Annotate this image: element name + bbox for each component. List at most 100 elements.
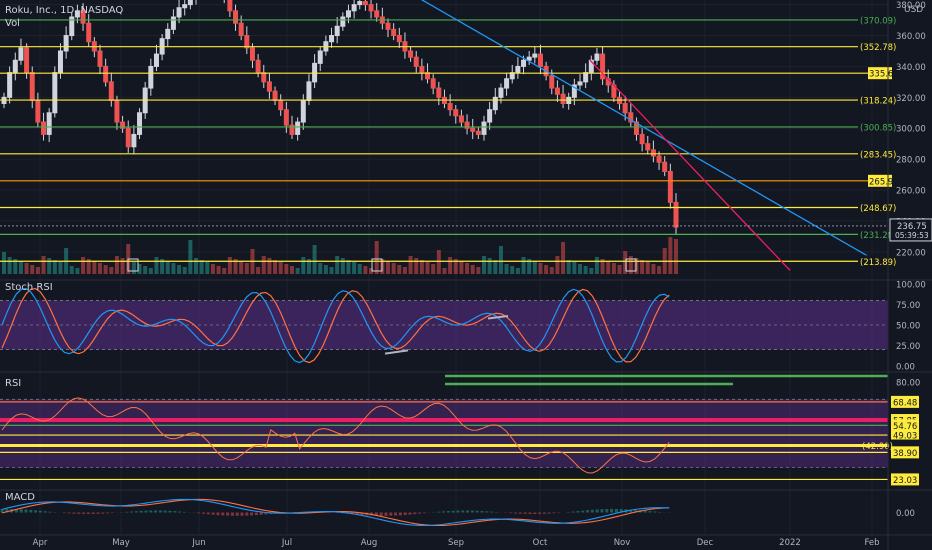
macd-histogram-bar [101, 512, 105, 514]
candle-body [300, 99, 306, 123]
price-level-bg [858, 40, 888, 53]
macd-histogram-bar [245, 512, 249, 516]
macd-histogram-bar [216, 512, 220, 516]
stoch-axis-tick: 100.00 [896, 281, 926, 291]
price-level-label: (283.45) [860, 150, 896, 160]
volume-bar [222, 268, 227, 274]
price-level-bg [858, 201, 888, 214]
candle-body [662, 161, 668, 172]
macd-histogram-bar [178, 511, 182, 513]
volume-bar [143, 266, 148, 274]
volume-bar [628, 256, 633, 274]
volume-bar [414, 258, 419, 274]
rsi-line [1, 397, 670, 474]
stoch-rsi-panel[interactable] [0, 279, 932, 364]
candle-body [41, 121, 47, 135]
volume-bar [465, 263, 470, 274]
candle-body [374, 10, 380, 18]
candle-body [7, 72, 13, 98]
volume-bar [566, 260, 571, 274]
macd-histogram-bar [658, 511, 662, 513]
volume-bar [493, 260, 498, 274]
volume-bar [120, 258, 125, 274]
price-level-bg [858, 120, 888, 133]
volume-bar [7, 257, 12, 274]
candle-body [317, 50, 323, 64]
macd-histogram-bar [360, 512, 364, 515]
volume-bar [154, 257, 159, 274]
candle-body [24, 47, 30, 74]
macd-histogram-bar [48, 511, 52, 513]
macd-histogram-bar [91, 512, 95, 514]
macd-histogram-bar [82, 512, 86, 514]
volume-bar [233, 259, 238, 274]
candle-body [86, 22, 92, 43]
volume-bar [549, 267, 554, 274]
price-level-box [868, 174, 892, 187]
candle-body [447, 103, 453, 111]
volume-bar [561, 242, 566, 274]
price-axis-tick: 360.00 [896, 32, 926, 42]
volume-bar [210, 264, 215, 274]
candle-body [238, 22, 244, 37]
candle-body [289, 124, 295, 135]
candle-body [278, 99, 284, 111]
earnings-marker [127, 258, 139, 272]
macd-line [1, 498, 670, 527]
macd-histogram-bar [125, 511, 129, 513]
candle-body [329, 35, 335, 43]
candle-body [35, 99, 41, 123]
candle-body [571, 84, 577, 98]
stoch-axis-tick: 50.00 [896, 322, 920, 332]
rsi-title: RSI [5, 378, 21, 389]
price-level-bg [858, 228, 888, 241]
volume-bar [521, 257, 526, 274]
rsi-level-label: 68.48 [893, 398, 917, 408]
volume-bar [578, 264, 582, 274]
macd-histogram-bar [130, 511, 134, 513]
candle-body [125, 127, 131, 148]
volume-bar [606, 261, 611, 274]
macd-histogram-bar [485, 511, 489, 513]
macd-histogram-bar [384, 512, 388, 516]
stoch-k-line [1, 288, 670, 364]
earnings-marker [371, 258, 383, 272]
macd-histogram-bar [418, 512, 422, 514]
rsi-panel[interactable] [0, 371, 932, 481]
macd-histogram-bar [586, 510, 590, 513]
rsi-level-label: 49.03 [893, 432, 917, 442]
macd-histogram-bar [77, 512, 81, 514]
macd-histogram-bar [235, 512, 239, 516]
volume-bar [47, 258, 52, 274]
macd-histogram-bar [605, 509, 609, 513]
volume-bar [205, 262, 210, 274]
x-axis-tick: Aug [361, 538, 378, 548]
volume-bar [227, 257, 232, 274]
macd-histogram-bar [576, 511, 580, 513]
volume-bar [109, 267, 114, 274]
macd-histogram-bar [533, 512, 537, 515]
macd-histogram-bar [475, 510, 479, 513]
stoch-axis-tick: 75.00 [896, 301, 920, 311]
candle-body [57, 50, 63, 74]
candle-body [515, 65, 521, 74]
candle-body [396, 35, 402, 43]
countdown-label: 05:39:53 [895, 231, 929, 240]
earnings-marker [625, 258, 637, 272]
price-level-label: 265.97 [869, 177, 899, 187]
volume-bar [402, 267, 407, 274]
macd-histogram-bar [202, 512, 206, 514]
candle-body [600, 53, 606, 80]
candle-body [577, 81, 583, 86]
macd-histogram-bar [581, 510, 585, 513]
volume-bar [278, 262, 283, 274]
candle-body [261, 72, 267, 83]
macd-histogram-bar [629, 509, 633, 513]
price-panel[interactable] [0, 0, 888, 535]
volume-bar [75, 268, 80, 274]
rsi-level-box [891, 473, 919, 486]
macd-panel[interactable] [0, 489, 932, 527]
candle-body [18, 47, 24, 61]
volume-bar [261, 256, 266, 274]
volume-bar [645, 262, 650, 274]
